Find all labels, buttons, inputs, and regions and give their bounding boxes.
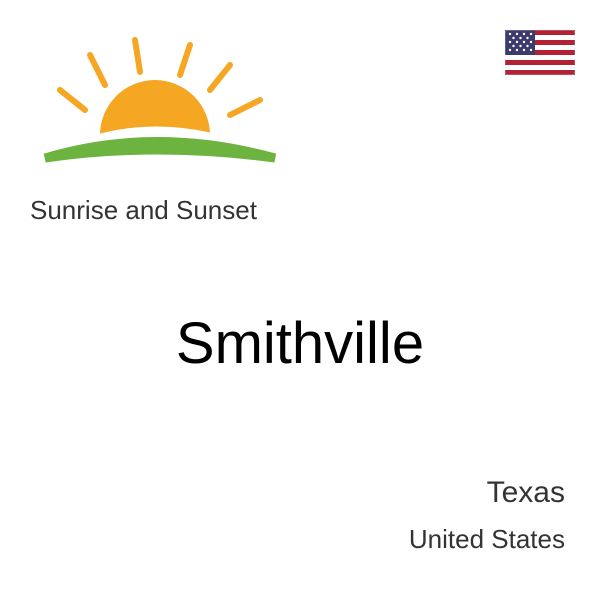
city-name: Smithville (0, 310, 600, 377)
sunrise-logo (25, 30, 285, 180)
tagline-text: Sunrise and Sunset (30, 195, 257, 226)
country-name: United States (409, 524, 565, 555)
state-name: Texas (487, 476, 565, 510)
sunrise-icon (25, 30, 285, 180)
us-flag-icon (505, 30, 575, 75)
flag-icon (505, 30, 575, 75)
